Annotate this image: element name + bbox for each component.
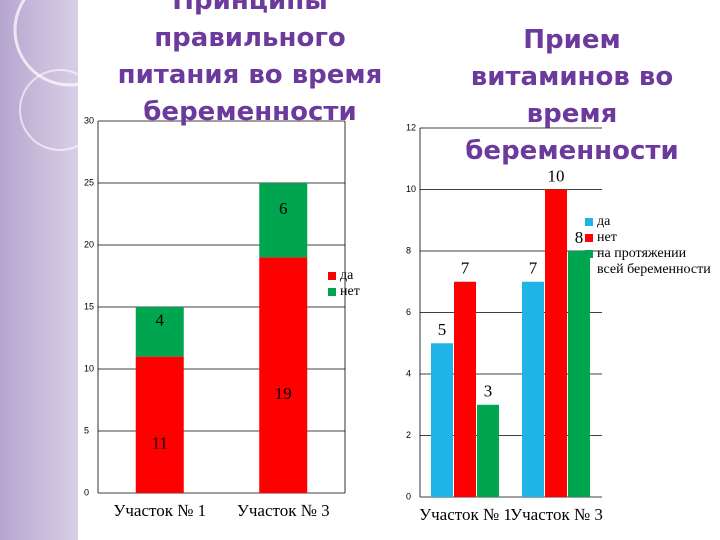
y-tick-label: 30 [84,115,94,125]
data-label: 11 [152,434,168,453]
data-label: 6 [279,199,288,218]
bar [545,189,567,497]
legend: да нет на протяжении всей беременности [585,214,715,278]
data-label: 3 [484,382,493,401]
bar [477,404,499,497]
data-label: 4 [156,311,165,330]
y-tick-label: 8 [406,245,411,255]
legend-swatch [328,288,336,296]
x-tick-label: Участок № 3 [237,501,330,520]
legend-swatch [585,234,593,242]
data-label: 10 [548,166,565,185]
legend: да нет [328,268,388,300]
bar [135,356,184,493]
y-tick-label: 15 [84,301,94,311]
title: Прием витаминов во время беременности [465,25,679,166]
legend-entry: да [585,214,715,230]
y-tick-label: 25 [84,177,94,187]
y-tick-label: 2 [406,430,411,440]
data-label: 7 [529,259,538,278]
y-tick-label: 20 [84,239,94,249]
legend-label: нет [597,230,617,245]
y-tick-label: 10 [406,184,416,194]
y-tick-label: 4 [406,368,411,378]
bar [431,343,453,497]
data-label: 8 [575,228,584,247]
legend-entry: нет [585,230,715,246]
legend-label: на протяжении всей беременности [597,246,711,277]
y-tick-label: 5 [84,425,89,435]
legend-entry: на протяжении всей беременности [585,246,715,278]
bar [259,183,308,258]
legend-label: да [597,214,611,229]
legend-label: нет [340,284,360,299]
bar [454,281,476,497]
data-label: 5 [438,320,447,339]
legend-entry: нет [328,284,388,300]
side-strip [0,0,78,540]
data-label: 7 [461,259,470,278]
y-tick-label: 0 [406,491,411,501]
y-tick-label: 10 [84,363,94,373]
legend-entry: да [328,268,388,284]
x-tick-label: Участок № 1 [113,501,206,520]
decor [19,69,101,151]
legend-swatch [585,250,593,258]
decor [13,0,127,87]
bar [259,257,308,493]
y-tick-label: 0 [84,487,89,497]
bar [568,251,590,497]
title: Принципы правильного питания во время бе… [117,0,383,127]
legend-swatch [585,218,593,226]
legend-swatch [328,272,336,280]
y-tick-label: 12 [406,122,416,132]
x-tick-label: Участок № 1 [419,505,512,524]
bar [135,307,184,357]
data-label: 19 [275,384,292,403]
x-tick-label: Участок № 3 [510,505,603,524]
bar [522,281,544,497]
y-tick-label: 6 [406,307,411,317]
legend-label: да [340,268,354,283]
